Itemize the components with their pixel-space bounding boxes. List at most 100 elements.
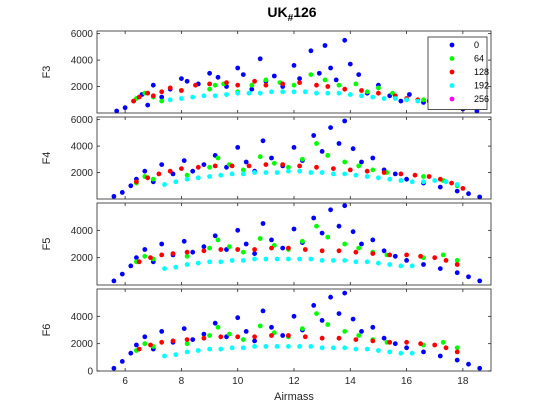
data-point [336, 248, 342, 254]
scatter-points [114, 37, 480, 114]
data-point [381, 96, 387, 101]
data-point [398, 350, 404, 356]
data-point [190, 249, 196, 255]
chart-title-subscript: # [288, 13, 294, 24]
data-point [181, 238, 187, 244]
data-point [257, 56, 263, 62]
data-point [159, 329, 165, 334]
data-point [350, 229, 356, 235]
data-point [134, 179, 139, 185]
data-point [111, 365, 117, 371]
data-point [370, 324, 376, 330]
data-point [376, 175, 381, 181]
legend: 0 64 128 192 256 [427, 36, 489, 110]
data-point [260, 308, 266, 314]
legend-marker [449, 69, 455, 75]
data-point [440, 252, 446, 258]
data-point [350, 146, 356, 152]
data-point [325, 90, 331, 96]
legend-label: 64 [474, 54, 484, 64]
data-point [249, 82, 255, 88]
data-point [235, 334, 241, 340]
data-point [179, 88, 184, 93]
data-point [308, 48, 314, 54]
data-point [370, 237, 376, 243]
data-point [195, 260, 201, 266]
y-axis-label: F5 [41, 238, 53, 251]
panel-f4: 2000 4000 6000 F4 [41, 115, 492, 200]
data-point [240, 345, 246, 351]
data-point [437, 266, 443, 271]
data-point [322, 43, 328, 48]
data-point [364, 89, 370, 95]
data-point [404, 339, 409, 345]
data-point [179, 76, 184, 81]
data-point [201, 248, 207, 254]
data-point [246, 90, 252, 96]
data-point [291, 63, 297, 68]
data-point [311, 303, 317, 308]
data-point [207, 346, 213, 352]
data-point [218, 172, 224, 178]
data-point [347, 92, 353, 97]
data-point [404, 345, 409, 351]
data-point [302, 89, 308, 95]
data-point [342, 171, 348, 177]
data-point [387, 349, 393, 355]
data-point [364, 259, 370, 265]
data-point [229, 258, 235, 263]
data-point [159, 89, 165, 95]
data-point [145, 90, 151, 96]
data-point [331, 345, 336, 351]
legend-marker [449, 96, 455, 102]
data-point [331, 171, 336, 177]
data-point [162, 182, 167, 187]
y-axis-label: F3 [41, 66, 53, 79]
data-point [342, 37, 348, 43]
data-point [224, 92, 229, 97]
data-point [454, 262, 460, 267]
data-point [342, 258, 348, 263]
data-point [184, 176, 190, 182]
data-point [347, 61, 353, 67]
data-point [454, 188, 460, 194]
data-point [243, 159, 249, 165]
data-point [257, 323, 263, 329]
data-point [269, 333, 274, 338]
data-point [159, 252, 165, 258]
data-point [114, 108, 120, 114]
data-point [269, 89, 274, 95]
x-tick-label: 6 [122, 376, 128, 387]
data-point [370, 338, 376, 344]
data-point [466, 361, 471, 367]
data-point [392, 253, 398, 259]
y-tick-label: 4000 [71, 142, 94, 153]
data-point [260, 221, 266, 226]
data-point [342, 241, 348, 247]
data-point [370, 155, 376, 161]
data-point [300, 156, 305, 162]
data-point [280, 245, 286, 251]
data-point [364, 174, 370, 179]
subplot-grid: 2000 4000 6000 F3 2000 4000 6000 F4 2000 4000 F5 6 8… [41, 29, 492, 387]
data-point [286, 245, 291, 251]
data-point [280, 162, 286, 168]
data-point [212, 82, 218, 88]
data-point [263, 162, 269, 168]
data-point [347, 167, 353, 173]
data-point [269, 237, 274, 243]
data-point [311, 215, 317, 221]
data-point [421, 349, 426, 355]
data-point [308, 344, 314, 349]
data-point [136, 346, 142, 352]
data-point [421, 97, 426, 103]
data-point [387, 176, 393, 182]
data-point [148, 255, 153, 261]
data-point [356, 245, 362, 251]
data-point [212, 320, 218, 326]
data-point [207, 333, 213, 338]
data-point [271, 160, 277, 166]
data-point [350, 316, 356, 322]
data-point [432, 178, 438, 183]
scatter-points [111, 118, 483, 200]
